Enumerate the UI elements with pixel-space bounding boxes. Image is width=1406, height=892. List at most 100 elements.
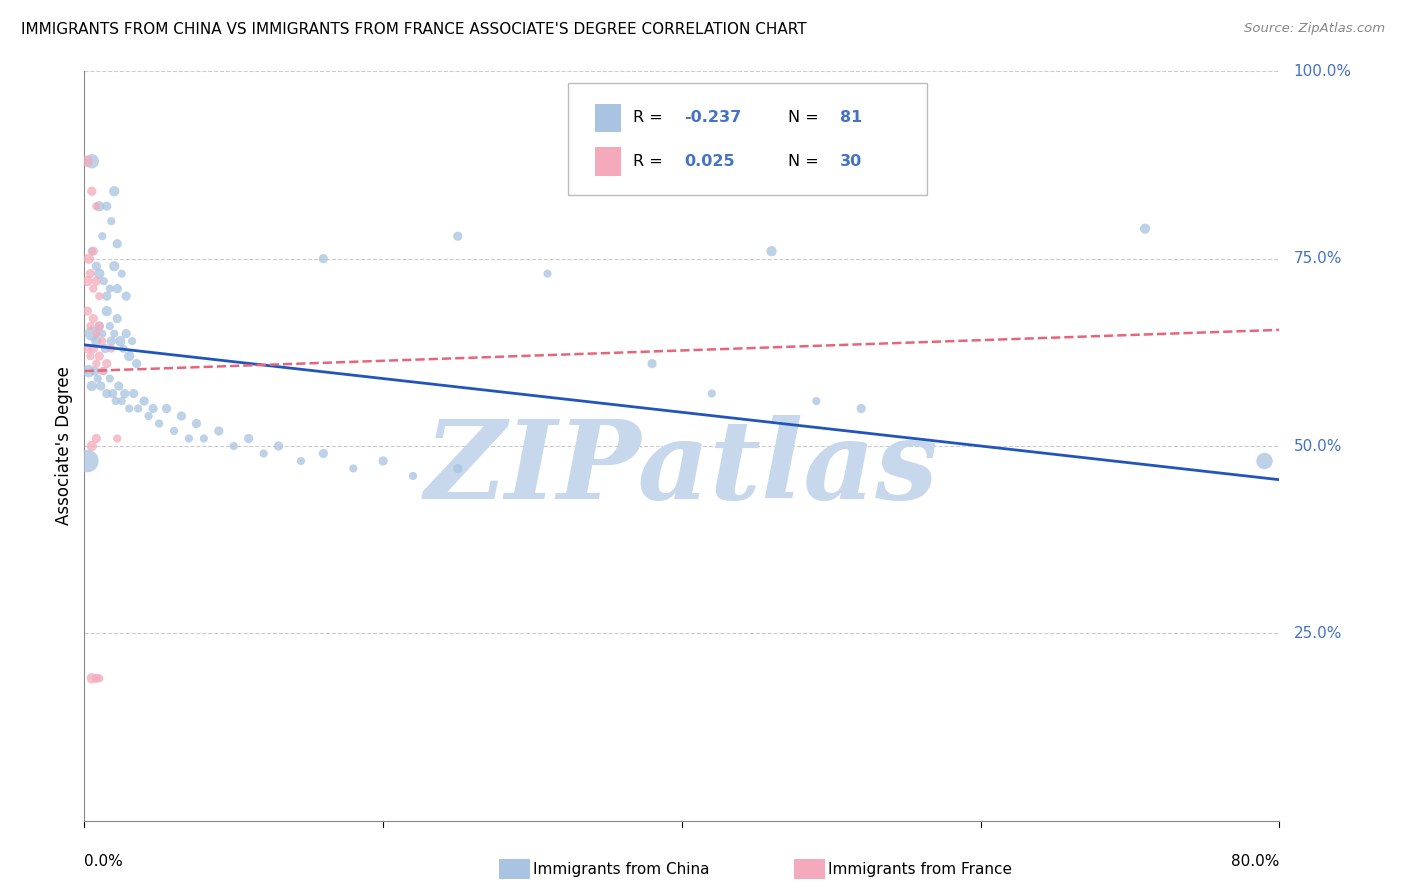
Point: [155, 401, 177, 416]
Point: [80, 379, 103, 393]
Point: [253, 446, 276, 460]
Text: 30: 30: [839, 154, 862, 169]
Point: [121, 334, 143, 348]
Point: [89, 671, 111, 685]
Point: [103, 184, 125, 198]
Point: [447, 461, 470, 475]
Point: [98, 282, 121, 296]
Point: [122, 386, 145, 401]
Point: [91, 364, 114, 378]
Point: [101, 386, 124, 401]
Point: [96, 357, 118, 371]
Text: IMMIGRANTS FROM CHINA VS IMMIGRANTS FROM FRANCE ASSOCIATE'S DEGREE CORRELATION C: IMMIGRANTS FROM CHINA VS IMMIGRANTS FROM…: [21, 22, 807, 37]
Text: 25.0%: 25.0%: [1294, 626, 1343, 640]
Point: [96, 199, 118, 213]
Point: [86, 274, 108, 288]
Point: [79, 349, 101, 363]
Point: [86, 432, 108, 446]
Point: [761, 244, 783, 259]
Point: [89, 289, 111, 303]
Text: Immigrants from China: Immigrants from China: [533, 863, 710, 877]
Point: [148, 417, 170, 431]
Point: [79, 319, 101, 334]
Point: [132, 394, 156, 409]
Point: [111, 267, 134, 281]
Point: [114, 386, 136, 401]
Point: [76, 454, 98, 468]
Text: 0.0%: 0.0%: [84, 855, 124, 870]
Text: N =: N =: [789, 111, 824, 125]
Text: R =: R =: [633, 154, 668, 169]
Point: [118, 401, 141, 416]
Point: [193, 432, 215, 446]
Point: [104, 394, 127, 409]
Point: [89, 199, 111, 213]
Point: [96, 304, 118, 318]
Text: 100.0%: 100.0%: [1294, 64, 1351, 78]
Point: [105, 311, 128, 326]
Text: 0.025: 0.025: [685, 154, 735, 169]
Point: [103, 259, 125, 273]
Point: [125, 357, 148, 371]
Point: [96, 386, 118, 401]
Point: [112, 342, 135, 356]
Point: [89, 319, 111, 334]
Point: [82, 244, 104, 259]
Point: [290, 454, 312, 468]
Point: [77, 252, 100, 266]
Point: [105, 282, 128, 296]
Point: [80, 439, 103, 453]
Point: [127, 401, 149, 416]
Point: [138, 409, 160, 423]
Point: [641, 357, 664, 371]
Point: [94, 342, 117, 356]
Point: [851, 401, 873, 416]
Point: [1253, 454, 1275, 468]
Point: [93, 364, 115, 378]
Point: [80, 671, 103, 685]
Point: [100, 342, 122, 356]
Point: [536, 267, 558, 281]
Point: [98, 319, 121, 334]
Point: [208, 424, 231, 438]
Point: [91, 229, 114, 244]
Point: [86, 334, 108, 348]
Point: [115, 289, 138, 303]
Point: [100, 334, 122, 348]
Point: [80, 154, 103, 169]
Point: [91, 326, 114, 341]
Point: [87, 371, 110, 385]
Point: [342, 461, 364, 475]
Point: [177, 432, 200, 446]
Text: 75.0%: 75.0%: [1294, 252, 1343, 266]
Text: N =: N =: [789, 154, 824, 169]
Text: 81: 81: [839, 111, 862, 125]
Point: [96, 289, 118, 303]
Point: [107, 379, 129, 393]
Point: [103, 326, 125, 341]
Point: [89, 267, 111, 281]
Point: [86, 357, 108, 371]
Point: [447, 229, 470, 244]
Point: [312, 446, 335, 460]
Point: [86, 326, 108, 341]
Point: [91, 334, 114, 348]
Point: [93, 274, 115, 288]
Point: [76, 154, 98, 169]
Point: [170, 409, 193, 423]
Text: ZIPatlas: ZIPatlas: [425, 415, 939, 522]
Point: [105, 236, 128, 251]
Point: [86, 671, 108, 685]
Point: [76, 274, 98, 288]
Point: [110, 334, 132, 348]
Point: [76, 304, 98, 318]
Point: [402, 469, 425, 483]
Point: [77, 364, 100, 378]
Point: [80, 244, 103, 259]
Point: [100, 214, 122, 228]
Point: [373, 454, 395, 468]
Text: 50.0%: 50.0%: [1294, 439, 1343, 453]
Text: Source: ZipAtlas.com: Source: ZipAtlas.com: [1244, 22, 1385, 36]
Point: [222, 439, 245, 453]
Point: [89, 349, 111, 363]
